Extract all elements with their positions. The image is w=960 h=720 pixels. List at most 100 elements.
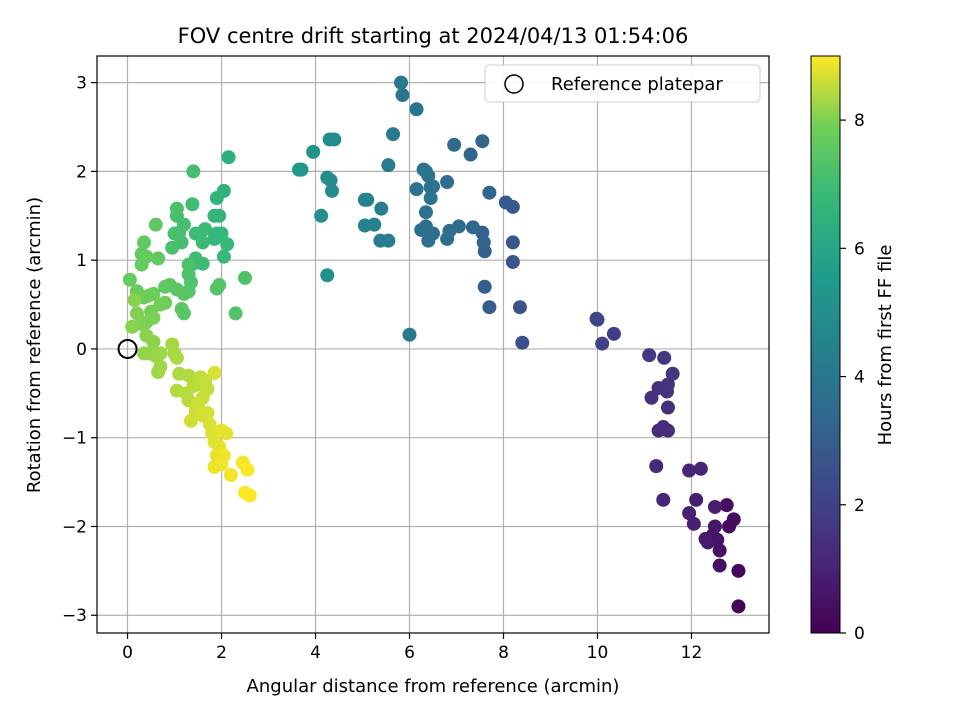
data-point (698, 531, 713, 546)
data-point (169, 350, 184, 365)
y-gridlines (97, 82, 769, 616)
data-point (386, 127, 401, 142)
y-tick-label: −3 (62, 606, 87, 626)
data-point (418, 205, 433, 220)
x-tick-label: 4 (310, 643, 321, 663)
data-point (402, 327, 417, 342)
reference-point-marker (117, 338, 138, 359)
data-point (322, 132, 337, 147)
data-point (409, 182, 424, 197)
y-tick-label: 2 (76, 162, 87, 182)
data-point (127, 293, 142, 308)
data-point (590, 312, 605, 327)
data-point (707, 499, 722, 514)
data-point (649, 459, 664, 474)
legend-box (484, 64, 761, 103)
data-point (665, 366, 680, 381)
data-point (136, 235, 151, 250)
data-point (421, 233, 436, 248)
data-point (223, 467, 238, 482)
colorbar-tick-label: 2 (854, 496, 865, 516)
data-point (238, 270, 253, 285)
colorbar-tick-label: 0 (854, 624, 865, 644)
data-point (228, 306, 243, 321)
data-point (656, 420, 671, 435)
data-point (200, 405, 215, 420)
data-point (505, 235, 520, 250)
data-point (512, 300, 527, 315)
data-points (122, 75, 746, 614)
data-point (151, 365, 166, 380)
x-axis-label: Angular distance from reference (arcmin) (247, 676, 620, 697)
colorbar-tick-label: 4 (854, 368, 865, 388)
colorbar: 0 2 4 6 8 Hours from first FF file (810, 55, 896, 644)
data-point (188, 226, 203, 241)
data-point (423, 191, 438, 206)
data-point (395, 88, 410, 103)
data-point (595, 336, 610, 351)
data-point (726, 512, 741, 527)
data-point (207, 208, 222, 223)
data-point (314, 208, 329, 223)
data-point (181, 257, 196, 272)
data-point (209, 191, 224, 206)
data-point (167, 226, 182, 241)
data-point (207, 365, 222, 380)
data-point (174, 301, 189, 316)
data-point (125, 319, 140, 334)
data-point (181, 368, 196, 383)
y-tick-label: −2 (62, 517, 87, 537)
data-point (712, 543, 727, 558)
data-point (214, 457, 229, 472)
data-point (731, 599, 746, 614)
data-point (657, 350, 672, 365)
data-point (320, 170, 335, 185)
data-point (122, 272, 137, 287)
data-point (220, 237, 235, 252)
data-point (505, 254, 520, 269)
data-point (146, 334, 161, 349)
legend-label: Reference platepar (551, 74, 723, 95)
x-tick-label: 2 (216, 643, 227, 663)
data-point (477, 279, 492, 294)
data-point (221, 150, 236, 165)
data-point (656, 492, 671, 507)
data-point (475, 134, 490, 149)
data-point (153, 346, 168, 361)
data-point (644, 390, 659, 405)
data-point (357, 192, 372, 207)
data-point (158, 279, 173, 294)
data-point (515, 335, 530, 350)
data-point (320, 268, 335, 283)
data-point (463, 147, 478, 162)
data-point (414, 222, 429, 237)
data-point (139, 249, 154, 264)
data-point (409, 102, 424, 117)
data-point (324, 183, 339, 198)
x-axis-ticks: 0 2 4 6 8 10 12 (122, 633, 702, 663)
data-point (682, 506, 697, 521)
data-point (440, 175, 455, 190)
y-axis-label: Rotation from reference (arcmin) (24, 197, 45, 493)
data-point (719, 498, 734, 513)
y-axis-ticks: −3 −2 −1 0 1 2 3 (62, 74, 97, 626)
chart-title: FOV centre drift starting at 2024/04/13 … (178, 24, 689, 48)
data-point (357, 218, 372, 233)
colorbar-tick-label: 8 (854, 111, 865, 131)
x-tick-label: 8 (498, 643, 509, 663)
data-point (146, 286, 161, 301)
data-point (216, 249, 231, 264)
data-point (660, 384, 675, 399)
data-point (682, 463, 697, 478)
data-point (731, 563, 746, 578)
data-point (482, 300, 497, 315)
data-point (606, 326, 621, 341)
data-point (482, 185, 497, 200)
data-point (374, 201, 389, 216)
data-point (689, 492, 704, 507)
data-point (442, 223, 457, 238)
data-point (373, 233, 388, 248)
data-point (686, 516, 701, 531)
y-tick-label: −1 (62, 429, 87, 449)
data-point (209, 281, 224, 296)
